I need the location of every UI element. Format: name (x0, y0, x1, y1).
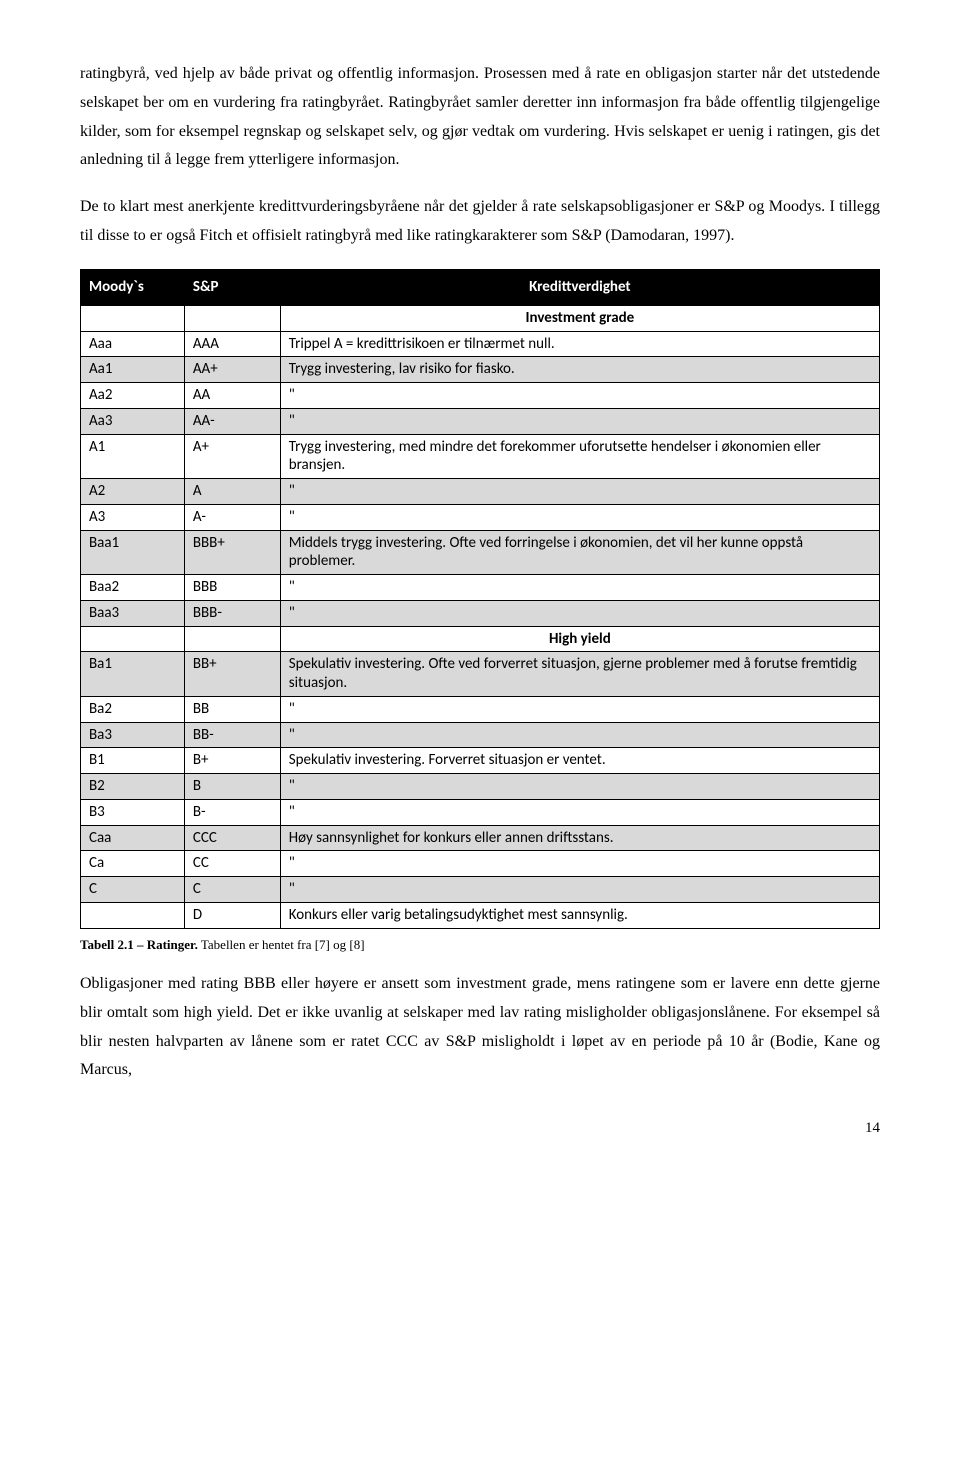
cell-desc: Spekulativ investering. Ofte ved forverr… (280, 652, 879, 697)
cell-sp: AA- (184, 408, 280, 434)
cell-moody: Caa (81, 825, 185, 851)
caption-rest: Tabellen er hentet fra [7] og [8] (198, 937, 365, 952)
table-row: Aa1AA+Trygg investering, lav risiko for … (81, 357, 880, 383)
header-sp: S&P (184, 269, 280, 305)
table-row: A2A" (81, 479, 880, 505)
cell-sp: D (184, 902, 280, 928)
table-row: Ba2BB" (81, 696, 880, 722)
cell-sp: BB (184, 696, 280, 722)
table-row: B3B-" (81, 799, 880, 825)
cell-desc: Trippel A = kredittrisikoen er tilnærmet… (280, 331, 879, 357)
cell-moody: Aa2 (81, 383, 185, 409)
cell-sp: BBB- (184, 600, 280, 626)
cell-moody: Ba1 (81, 652, 185, 697)
cell-sp: AA (184, 383, 280, 409)
cell-moody: A2 (81, 479, 185, 505)
cell-desc: Spekulativ investering. Forverret situas… (280, 748, 879, 774)
cell-moody: B3 (81, 799, 185, 825)
cell-sp: A- (184, 504, 280, 530)
cell-sp: A+ (184, 434, 280, 479)
cell-moody: Ca (81, 851, 185, 877)
header-desc: Kredittverdighet (280, 269, 879, 305)
cell-desc: " (280, 696, 879, 722)
cell-moody: Aaa (81, 331, 185, 357)
table-row: CaCC" (81, 851, 880, 877)
table-row: A1A+Trygg investering, med mindre det fo… (81, 434, 880, 479)
cell-desc: Trygg investering, lav risiko for fiasko… (280, 357, 879, 383)
table-row: B2B" (81, 774, 880, 800)
cell-desc: Høy sannsynlighet for konkurs eller anne… (280, 825, 879, 851)
body-paragraph-3: Obligasjoner med rating BBB eller høyere… (80, 970, 880, 1085)
cell-desc: " (280, 479, 879, 505)
body-paragraph-2: De to klart mest anerkjente kredittvurde… (80, 193, 880, 251)
page-number: 14 (80, 1115, 880, 1142)
cell-sp: AA+ (184, 357, 280, 383)
table-row: Baa3BBB-" (81, 600, 880, 626)
ratings-table: Moody`s S&P Kredittverdighet Investment … (80, 269, 880, 929)
cell-moody: A1 (81, 434, 185, 479)
cell-sp: CC (184, 851, 280, 877)
cell-desc: " (280, 383, 879, 409)
table-row: Ba1BB+Spekulativ investering. Ofte ved f… (81, 652, 880, 697)
table-row: Baa2BBB" (81, 575, 880, 601)
table-row: B1B+Spekulativ investering. Forverret si… (81, 748, 880, 774)
cell-sp: BBB (184, 575, 280, 601)
table-row: AaaAAATrippel A = kredittrisikoen er til… (81, 331, 880, 357)
cell-desc: Middels trygg investering. Ofte ved forr… (280, 530, 879, 575)
cell-moody: C (81, 877, 185, 903)
table-section-row: High yield (81, 626, 880, 652)
table-caption: Tabell 2.1 – Ratinger. Tabellen er hente… (80, 933, 880, 956)
cell-moody: B1 (81, 748, 185, 774)
cell-desc: " (280, 877, 879, 903)
table-row: CC" (81, 877, 880, 903)
cell-moody: Aa3 (81, 408, 185, 434)
cell-sp: B+ (184, 748, 280, 774)
caption-bold: Tabell 2.1 – Ratinger. (80, 937, 198, 952)
cell-sp: B (184, 774, 280, 800)
cell-sp: AAA (184, 331, 280, 357)
cell-desc: " (280, 504, 879, 530)
cell-desc: " (280, 722, 879, 748)
cell-moody: B2 (81, 774, 185, 800)
cell-moody: Ba3 (81, 722, 185, 748)
table-row: DKonkurs eller varig betalingsudyktighet… (81, 902, 880, 928)
table-row: Aa2AA" (81, 383, 880, 409)
table-row: Baa1BBB+Middels trygg investering. Ofte … (81, 530, 880, 575)
cell-desc: " (280, 799, 879, 825)
table-row: A3A-" (81, 504, 880, 530)
cell-moody: Aa1 (81, 357, 185, 383)
cell-desc: " (280, 408, 879, 434)
cell-moody (81, 902, 185, 928)
cell-moody: Baa2 (81, 575, 185, 601)
cell-desc: Konkurs eller varig betalingsudyktighet … (280, 902, 879, 928)
cell-desc: " (280, 575, 879, 601)
cell-moody: A3 (81, 504, 185, 530)
table-row: Aa3AA-" (81, 408, 880, 434)
body-paragraph-1: ratingbyrå, ved hjelp av både privat og … (80, 60, 880, 175)
cell-desc: " (280, 600, 879, 626)
cell-sp: B- (184, 799, 280, 825)
cell-moody: Ba2 (81, 696, 185, 722)
table-row: Ba3BB-" (81, 722, 880, 748)
cell-sp: BB- (184, 722, 280, 748)
cell-sp: C (184, 877, 280, 903)
cell-desc: " (280, 774, 879, 800)
table-row: CaaCCCHøy sannsynlighet for konkurs elle… (81, 825, 880, 851)
cell-moody: Baa1 (81, 530, 185, 575)
cell-sp: BBB+ (184, 530, 280, 575)
cell-sp: A (184, 479, 280, 505)
cell-sp: CCC (184, 825, 280, 851)
table-section-row: Investment grade (81, 305, 880, 331)
table-header-row: Moody`s S&P Kredittverdighet (81, 269, 880, 305)
cell-desc: " (280, 851, 879, 877)
cell-moody: Baa3 (81, 600, 185, 626)
cell-desc: Trygg investering, med mindre det foreko… (280, 434, 879, 479)
cell-sp: BB+ (184, 652, 280, 697)
header-moody: Moody`s (81, 269, 185, 305)
